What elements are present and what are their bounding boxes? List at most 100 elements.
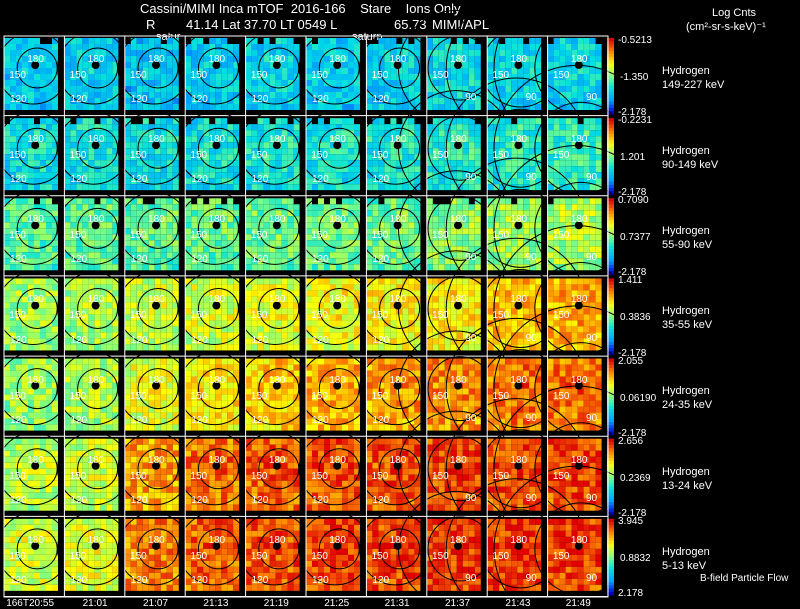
heatmap-cell	[64, 68, 71, 74]
heatmap-cell	[444, 222, 451, 229]
heatmap-cell	[148, 210, 155, 217]
heatmap-cell	[160, 258, 167, 265]
heatmap-cell	[348, 98, 354, 104]
heatmap-cell	[70, 364, 77, 371]
heatmap-cell	[269, 388, 276, 395]
heatmap-cell	[336, 284, 342, 291]
heatmap-cell	[468, 264, 475, 271]
heatmap-cell	[487, 278, 494, 285]
heatmap-cell	[384, 136, 391, 143]
heatmap-cell	[233, 400, 240, 407]
heatmap-cell	[354, 160, 360, 167]
heatmap-cell	[444, 98, 451, 104]
heatmap-cell	[354, 98, 360, 104]
heatmap-cell	[245, 382, 252, 389]
heatmap-cell	[468, 290, 475, 297]
heatmap-cell	[384, 290, 391, 297]
heatmap-cell	[100, 338, 107, 345]
heatmap-cell	[565, 130, 572, 137]
heatmap-cell	[82, 388, 89, 395]
heatmap-cell	[148, 166, 155, 173]
heatmap-cell	[203, 394, 210, 401]
heatmap-cell	[408, 338, 415, 345]
heatmap-cell	[106, 332, 113, 339]
heatmap-cell	[124, 388, 131, 395]
heatmap-cell	[462, 308, 469, 315]
heatmap-cell	[221, 38, 228, 44]
heatmap-cell	[426, 50, 433, 56]
colorbar-segment	[607, 41, 614, 45]
heatmap-cell	[10, 382, 16, 389]
heatmap-cell	[160, 308, 167, 315]
heatmap-cell	[251, 216, 258, 223]
heatmap-cell	[426, 278, 433, 285]
heatmap-cell	[154, 358, 161, 365]
heatmap-cell	[10, 344, 16, 351]
heatmap-cell	[336, 38, 342, 44]
heatmap-cell	[529, 44, 536, 50]
colorbar-segment	[607, 172, 614, 176]
heatmap-cell	[106, 394, 113, 401]
heatmap-cell	[10, 284, 16, 291]
heatmap-cell	[324, 204, 330, 211]
heatmap-cell	[577, 284, 584, 291]
heatmap-cell	[390, 118, 397, 125]
heatmap-cell	[221, 424, 228, 431]
heatmap-cell	[462, 124, 469, 131]
heatmap-cell	[414, 332, 421, 339]
heatmap-cell	[16, 424, 22, 431]
heatmap-cell	[52, 210, 58, 217]
heatmap-cell	[517, 148, 524, 155]
heatmap-cell	[10, 424, 16, 431]
heatmap-cell	[402, 222, 409, 229]
heatmap-cell	[517, 204, 524, 211]
heatmap-cell	[34, 216, 40, 223]
heatmap-cell	[197, 166, 204, 173]
heatmap-cell	[185, 246, 192, 253]
heatmap-cell	[402, 216, 409, 223]
heatmap-cell	[318, 62, 324, 68]
heatmap-cell	[251, 400, 258, 407]
heatmap-cell	[468, 320, 475, 327]
heatmap-cell	[330, 332, 336, 339]
heatmap-cell	[438, 154, 445, 161]
heatmap-cell	[348, 172, 354, 179]
heatmap-cell	[583, 314, 590, 321]
heatmap-cell	[287, 326, 294, 333]
heatmap-cell	[28, 50, 34, 56]
heatmap-cell	[221, 278, 228, 285]
heatmap-cell	[487, 166, 494, 173]
heatmap-cell	[197, 246, 204, 253]
heatmap-cell	[34, 68, 40, 74]
heatmap-cell	[100, 314, 107, 321]
heatmap-cell	[565, 290, 572, 297]
heatmap-cell	[462, 80, 469, 86]
heatmap-cell	[324, 216, 330, 223]
heatmap-cell	[438, 50, 445, 56]
heatmap-cell	[324, 80, 330, 86]
heatmap-cell	[10, 98, 16, 104]
heatmap-cell	[142, 38, 149, 44]
heatmap-cell	[462, 204, 469, 211]
heatmap-cell	[136, 80, 143, 86]
heatmap-cell	[493, 142, 500, 149]
heatmap-cell	[203, 406, 210, 413]
heatmap-cell	[281, 240, 288, 247]
heatmap-cell	[209, 56, 216, 62]
heatmap-cell	[529, 50, 536, 56]
contour-line	[534, 181, 628, 275]
heatmap-cell	[553, 332, 560, 339]
heatmap-cell	[547, 234, 554, 241]
heatmap-cell	[565, 154, 572, 161]
heatmap-cell	[324, 178, 330, 185]
colorbar-segment	[607, 239, 614, 244]
heatmap-cell	[354, 198, 360, 205]
heatmap-cell	[209, 320, 216, 327]
heatmap-cell	[10, 92, 16, 98]
heatmap-cell	[402, 148, 409, 155]
heatmap-cell	[257, 222, 264, 229]
heatmap-cell	[76, 308, 83, 315]
heatmap-cell	[372, 210, 379, 217]
heatmap-cell	[589, 38, 596, 44]
heatmap-cell	[40, 338, 46, 345]
